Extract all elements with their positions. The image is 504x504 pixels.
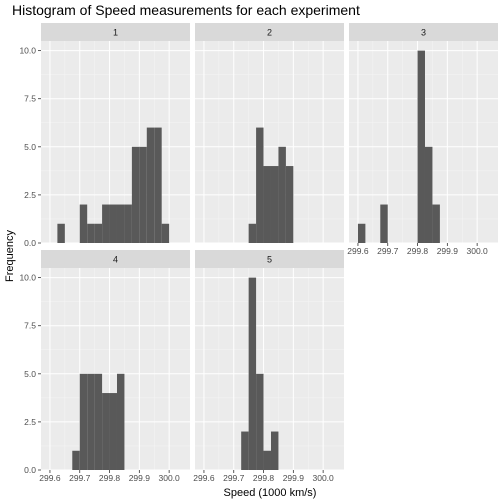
histogram-bar bbox=[278, 146, 286, 243]
histogram-bar bbox=[109, 393, 117, 470]
histogram-bar bbox=[139, 146, 147, 243]
facet-strip bbox=[349, 23, 498, 41]
histogram-bar bbox=[270, 166, 279, 243]
y-tick-label: 5.0 bbox=[24, 142, 36, 152]
facet-panel-2: 2 bbox=[195, 23, 344, 244]
x-tick-label: 300.0 bbox=[466, 246, 488, 256]
x-tick-label: 299.7 bbox=[223, 473, 245, 483]
histogram-bar bbox=[380, 204, 388, 243]
histogram-bar bbox=[94, 223, 103, 243]
y-tick-label: 0.0 bbox=[24, 465, 36, 475]
histogram-bar bbox=[270, 431, 279, 470]
facet-strip-label: 2 bbox=[267, 28, 272, 38]
y-tick-label: 10.0 bbox=[19, 273, 36, 283]
x-tick-label: 299.6 bbox=[193, 473, 215, 483]
x-tick-label: 300.0 bbox=[312, 473, 334, 483]
histogram-bar bbox=[263, 450, 271, 470]
histogram-bar bbox=[57, 223, 65, 243]
histogram-bar bbox=[248, 277, 257, 470]
histogram-bar bbox=[116, 373, 125, 470]
histogram-bar bbox=[256, 127, 264, 243]
histogram-bar bbox=[417, 50, 425, 243]
y-tick-label: 7.5 bbox=[24, 321, 36, 331]
histogram-bar bbox=[109, 204, 117, 243]
y-tick-label: 2.5 bbox=[24, 190, 36, 200]
facet-panel-3: 3 299.6 299.7 299.8 299.9 300.0 bbox=[347, 23, 498, 256]
histogram-bar bbox=[102, 204, 110, 243]
histogram-bar bbox=[161, 223, 170, 243]
y-tick-label: 2.5 bbox=[24, 417, 36, 427]
histogram-bar bbox=[79, 204, 88, 243]
panel-background bbox=[195, 268, 344, 470]
histogram-bar bbox=[94, 373, 103, 470]
x-tick-label: 299.6 bbox=[347, 246, 369, 256]
y-tick-label: 7.5 bbox=[24, 94, 36, 104]
histogram-bar bbox=[154, 127, 162, 243]
y-tick-label: 0.0 bbox=[24, 238, 36, 248]
histogram-bar bbox=[256, 373, 264, 470]
facet-strip-label: 5 bbox=[267, 255, 272, 265]
facet-strip bbox=[41, 23, 190, 41]
histogram-bar bbox=[263, 166, 271, 243]
histogram-bar bbox=[432, 204, 440, 243]
histogram-bar bbox=[79, 373, 88, 470]
x-tick-label: 300.0 bbox=[158, 473, 180, 483]
histogram-bar bbox=[424, 146, 433, 243]
histogram-bar bbox=[87, 373, 95, 470]
histogram-bar bbox=[124, 204, 132, 243]
x-tick-label: 299.9 bbox=[129, 473, 151, 483]
histogram-bar bbox=[241, 431, 249, 470]
x-tick-label: 299.6 bbox=[39, 473, 61, 483]
x-tick-label: 299.9 bbox=[437, 246, 459, 256]
chart-title: Histogram of Speed measurements for each… bbox=[12, 2, 360, 18]
y-axis-title: Frequency bbox=[4, 230, 16, 282]
y-tick-label: 10.0 bbox=[19, 46, 36, 56]
facet-panel-1: 10.02.55.07.510.0 bbox=[19, 23, 190, 248]
facet-strip-label: 4 bbox=[113, 255, 118, 265]
facet-panel-5: 5 299.6 299.7 299.8 299.9 300.0 bbox=[193, 250, 344, 483]
x-tick-label: 299.8 bbox=[99, 473, 121, 483]
histogram-bar bbox=[102, 393, 110, 470]
facet-panel-4: 4 0.0 2.5 5.0 7.5 10.0 299.6 299.7 299.8 299.9 300… bbox=[19, 250, 190, 483]
x-tick-label: 299.7 bbox=[377, 246, 399, 256]
facet-strip bbox=[195, 250, 344, 268]
histogram-bar bbox=[357, 223, 366, 243]
facet-strip-label: 3 bbox=[421, 28, 426, 38]
histogram-bar bbox=[87, 223, 95, 243]
x-axis-title: Speed (1000 km/s) bbox=[224, 487, 317, 499]
histogram-bar bbox=[131, 146, 140, 243]
facet-strip-label: 1 bbox=[113, 28, 118, 38]
histogram-bar bbox=[248, 223, 257, 243]
histogram-bar bbox=[285, 166, 294, 243]
facet-strip bbox=[195, 23, 344, 41]
x-tick-label: 299.8 bbox=[253, 473, 275, 483]
x-tick-label: 299.9 bbox=[283, 473, 305, 483]
x-tick-label: 299.7 bbox=[69, 473, 91, 483]
x-tick-label: 299.8 bbox=[407, 246, 429, 256]
histogram-bar bbox=[116, 204, 125, 243]
histogram-bar bbox=[72, 450, 80, 470]
y-tick-label: 5.0 bbox=[24, 369, 36, 379]
histogram-bar bbox=[146, 127, 155, 243]
facet-strip bbox=[41, 250, 190, 268]
